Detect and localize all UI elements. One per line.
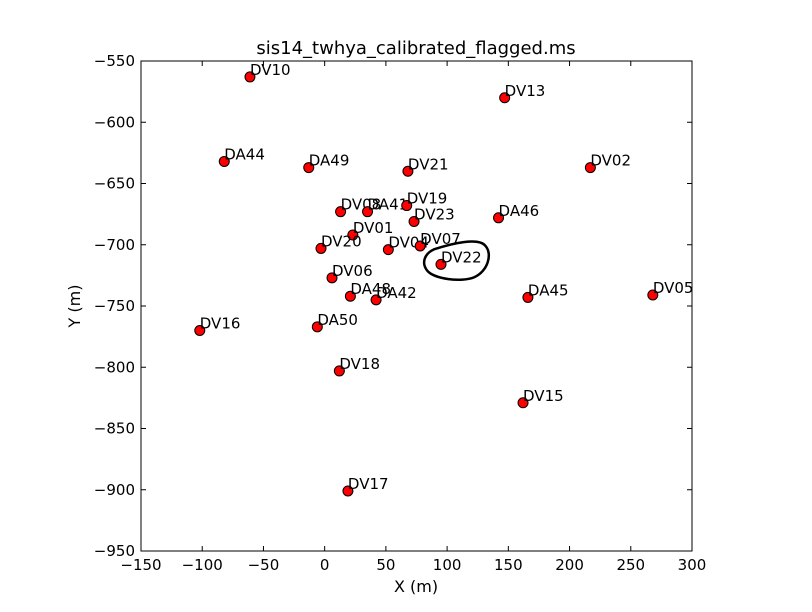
highlight-layer [422,240,490,281]
antenna-marker-da48 [344,290,356,302]
x-axis-label: X (m) [394,577,438,596]
y-tick-label: −550 [94,52,135,70]
antenna-label-da50: DA50 [317,311,358,329]
x-axis-ticks: −150 −100 −50 0 50 100 150 200 250 300 [120,61,706,574]
antenna-marker-dv10 [244,71,256,83]
antenna-label-dv17: DV17 [348,475,389,493]
antenna-label-da45: DA45 [528,281,569,299]
antenna-label-da44: DA44 [224,145,265,163]
antenna-label-da42: DA42 [376,284,417,302]
y-tick-label: −650 [94,175,135,193]
chart-title: sis14_twhya_calibrated_flagged.ms [256,38,575,59]
x-tick-label: 50 [376,556,395,574]
antenna-marker-dv21 [402,165,414,177]
y-tick-label: −600 [94,113,135,131]
antenna-marker-da50 [311,321,323,333]
antenna-label-dv22: DV22 [441,248,482,266]
antenna-label-dv05: DV05 [653,279,694,297]
antenna-label-da48: DA48 [350,280,391,298]
antenna-marker-dv07 [414,240,426,252]
x-tick-label: 0 [320,556,330,574]
x-tick-label: 250 [616,556,645,574]
antenna-marker-dv02 [584,162,596,174]
antenna-label-dv18: DV18 [339,355,380,373]
y-axis-ticks: −950 −900 −850 −800 −750 −700 −650 −600 −550 [94,52,692,560]
plot-area [140,60,693,552]
antenna-marker-da41 [362,206,374,218]
y-tick-label: −850 [94,420,135,438]
y-tick-label: −900 [94,481,135,499]
antenna-marker-da46 [493,212,505,224]
antenna-label-dv13: DV13 [505,82,546,100]
antenna-marker-dv17 [342,485,354,497]
antenna-marker-dv16 [194,325,206,336]
y-tick-label: −750 [94,297,135,315]
antenna-label-dv01: DV01 [353,219,394,237]
antenna-label-dv23: DV23 [414,205,455,223]
antenna-label-dv10: DV10 [250,61,291,79]
antenna-marker-da49 [303,162,315,174]
antenna-marker-dv08 [335,206,347,218]
x-tick-label: −50 [248,556,280,574]
antenna-label-dv07: DV07 [420,230,461,248]
antenna-marker-da42 [370,294,382,306]
antenna-label-dv19: DV19 [407,190,448,208]
antenna-label-dv20: DV20 [321,232,362,250]
y-tick-label: −800 [94,358,135,376]
x-tick-label: 150 [494,556,523,574]
antenna-marker-dv05 [647,289,659,301]
antenna-marker-dv18 [333,365,345,377]
x-tick-label: −150 [120,556,161,574]
highlight-circle [422,240,490,281]
y-tick-label: −950 [94,542,135,560]
antenna-label-da49: DA49 [309,152,350,170]
antenna-label-dv16: DV16 [200,315,241,333]
antenna-label-dv06: DV06 [332,262,373,280]
antenna-marker-da44 [218,155,230,167]
x-tick-label: 200 [555,556,584,574]
y-tick-label: −700 [94,236,135,254]
antenna-marker-dv01 [347,229,359,241]
y-axis-label: Y (m) [65,285,84,329]
antenna-marker-dv04 [382,244,394,256]
antenna-marker-dv19 [401,200,413,212]
antenna-label-dv02: DV02 [590,152,631,170]
antenna-marker-dv22 [435,258,447,270]
x-tick-label: 300 [678,556,707,574]
antenna-marker-dv15 [517,397,529,409]
antenna-label-dv21: DV21 [408,155,449,173]
antenna-label-da41: DA41 [368,196,409,214]
x-tick-label: −100 [182,556,223,574]
antenna-marker-dv06 [326,272,338,284]
antenna-marker-dv23 [408,215,420,227]
antenna-label-da46: DA46 [499,202,540,220]
antenna-marker-da45 [522,291,534,303]
antenna-marker-dv13 [499,92,511,104]
antenna-marker-dv20 [315,242,327,254]
x-tick-label: 100 [433,556,462,574]
antenna-label-dv15: DV15 [523,387,564,405]
